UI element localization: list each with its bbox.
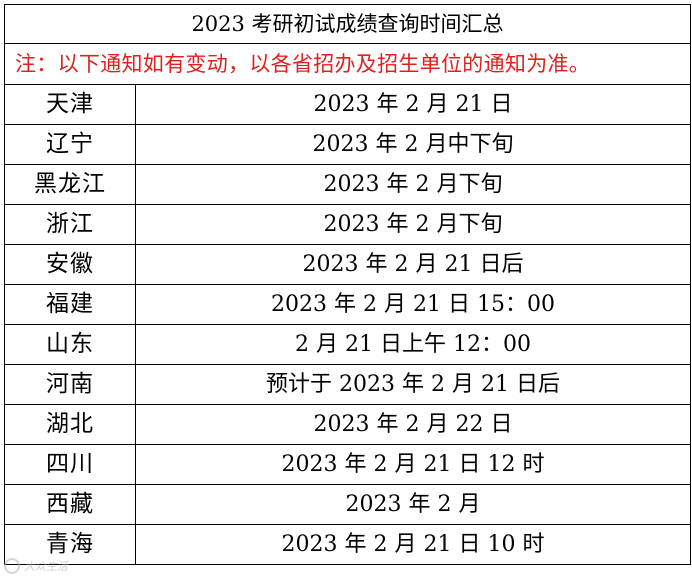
date-cell: 2023 年 2 月 21 日后 xyxy=(135,244,691,285)
province-cell: 天津 xyxy=(4,84,136,125)
table-row: 天津 2023 年 2 月 21 日 xyxy=(4,84,691,125)
province-cell: 青海 xyxy=(4,524,136,565)
score-query-schedule-table: 2023 考研初试成绩查询时间汇总 注：以下通知如有变动，以各省招办及招生单位的… xyxy=(4,4,691,565)
table-row: 四川 2023 年 2 月 21 日 12 时 xyxy=(4,444,691,485)
date-cell: 2023 年 2 月下旬 xyxy=(135,164,691,205)
table-row: 黑龙江 2023 年 2 月下旬 xyxy=(4,164,691,205)
date-cell: 2023 年 2 月 xyxy=(135,484,691,525)
province-cell: 黑龙江 xyxy=(4,164,136,205)
table-row: 西藏 2023 年 2 月 xyxy=(4,484,691,525)
province-cell: 西藏 xyxy=(4,484,136,525)
date-cell: 2023 年 2 月 21 日 10 时 xyxy=(135,524,691,565)
province-cell: 四川 xyxy=(4,444,136,485)
table-row: 安徽 2023 年 2 月 21 日后 xyxy=(4,244,691,285)
table-title: 2023 考研初试成绩查询时间汇总 xyxy=(4,4,691,44)
province-cell: 山东 xyxy=(4,324,136,365)
province-cell: 安徽 xyxy=(4,244,136,285)
province-cell: 浙江 xyxy=(4,204,136,245)
table-row: 辽宁 2023 年 2 月中下旬 xyxy=(4,124,691,165)
table-row: 青海 2023 年 2 月 21 日 10 时 xyxy=(4,524,691,565)
date-cell: 2023 年 2 月 21 日 15：00 xyxy=(135,284,691,325)
table-row: 山东 2 月 21 日上午 12：00 xyxy=(4,324,691,365)
province-cell: 福建 xyxy=(4,284,136,325)
province-cell: 河南 xyxy=(4,364,136,405)
notice-text: 注：以下通知如有变动，以各省招办及招生单位的通知为准。 xyxy=(4,43,691,85)
table-row: 浙江 2023 年 2 月下旬 xyxy=(4,204,691,245)
date-cell: 2023 年 2 月中下旬 xyxy=(135,124,691,165)
date-cell: 2023 年 2 月 21 日 xyxy=(135,84,691,125)
table-row: 湖北 2023 年 2 月 22 日 xyxy=(4,404,691,445)
table-row: 河南 预计于 2023 年 2 月 21 日后 xyxy=(4,364,691,405)
table-row: 福建 2023 年 2 月 21 日 15：00 xyxy=(4,284,691,325)
notice-row: 注：以下通知如有变动，以各省招办及招生单位的通知为准。 xyxy=(4,43,691,85)
date-cell: 2023 年 2 月下旬 xyxy=(135,204,691,245)
date-cell: 2023 年 2 月 22 日 xyxy=(135,404,691,445)
province-cell: 辽宁 xyxy=(4,124,136,165)
date-cell: 2023 年 2 月 21 日 12 时 xyxy=(135,444,691,485)
date-cell: 2 月 21 日上午 12：00 xyxy=(135,324,691,365)
province-cell: 湖北 xyxy=(4,404,136,445)
date-cell: 预计于 2023 年 2 月 21 日后 xyxy=(135,364,691,405)
title-row: 2023 考研初试成绩查询时间汇总 xyxy=(4,4,691,44)
